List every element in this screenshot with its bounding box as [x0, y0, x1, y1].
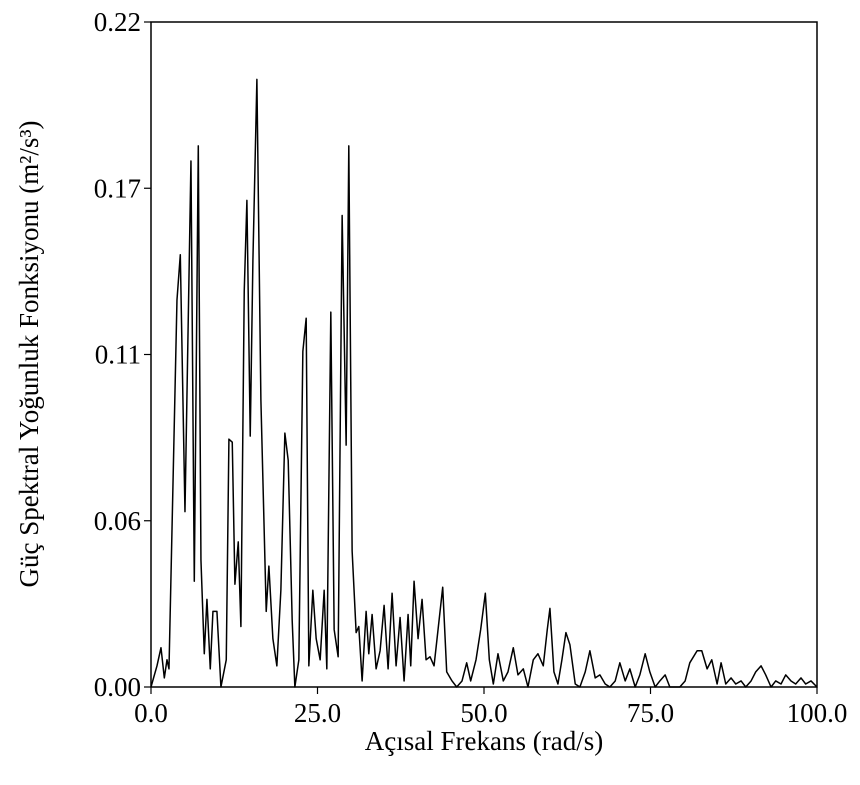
data-line: [150, 78, 818, 688]
y-tick-label: 0.06: [94, 506, 141, 536]
x-tick-label: 0.0: [134, 698, 168, 728]
y-tick-label: 0.00: [94, 672, 141, 702]
y-tick-label: 0.17: [94, 173, 141, 203]
y-tick-label: 0.22: [94, 7, 141, 37]
y-tick-label: 0.11: [95, 340, 141, 370]
y-axis-label: Güç Spektral Yoğunluk Fonksiyonu (m²/s³): [14, 121, 44, 588]
x-axis-label: Açısal Frekans (rad/s): [365, 726, 603, 756]
x-tick-label: 50.0: [460, 698, 507, 728]
x-tick-label: 25.0: [294, 698, 341, 728]
x-tick-label: 75.0: [627, 698, 674, 728]
x-tick-label: 100.0: [787, 698, 848, 728]
